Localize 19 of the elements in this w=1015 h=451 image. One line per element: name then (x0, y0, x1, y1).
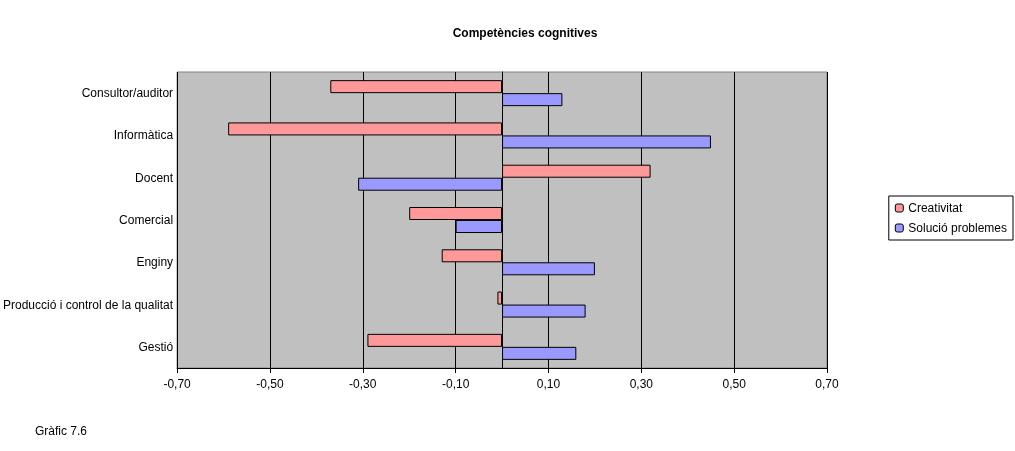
x-tick-label: 0,30 (629, 377, 654, 391)
x-tick-label: -0,70 (163, 377, 192, 391)
legend-label: Solució problemes (908, 221, 1007, 235)
x-tick-label: 0,50 (722, 377, 747, 391)
legend-label: Creativitat (908, 201, 963, 215)
y-tick-label: Comercial (119, 213, 174, 227)
text: Gràfic 7.6 (35, 424, 88, 438)
chart-title: Competències cognitives (452, 26, 598, 40)
x-tick-label: -0,50 (256, 377, 284, 391)
x-tick-label: 0,10 (536, 377, 561, 391)
y-tick-label: Producció i control de la qualitat (2, 297, 174, 312)
x-tick-label: -0,30 (349, 377, 377, 391)
y-tick-label: Informàtica (113, 128, 174, 143)
y-tick-label: Gestió (138, 339, 174, 354)
y-tick-label: Enginy (136, 255, 174, 270)
x-tick-label: 0,70 (815, 377, 839, 391)
y-tick-label: Docent (135, 170, 174, 185)
y-tick-label: Consultor/auditor (81, 86, 174, 101)
x-tick-label: -0,10 (441, 377, 470, 391)
